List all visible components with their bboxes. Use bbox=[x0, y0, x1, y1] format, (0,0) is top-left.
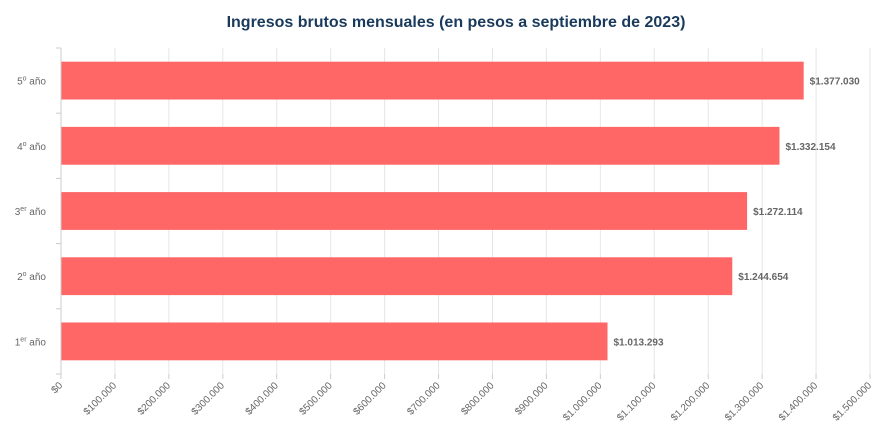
category-ordinal: er bbox=[20, 206, 27, 213]
x-tick-label: $1.400.000 bbox=[777, 380, 820, 423]
x-tick-label: $700.000 bbox=[405, 380, 443, 418]
data-label: $1.244.654 bbox=[738, 272, 788, 283]
category-ordinal: o bbox=[23, 271, 27, 278]
bar bbox=[61, 322, 608, 361]
bar bbox=[61, 192, 748, 230]
bars: $1.377.030 $1.332.154 $1.272.114 $1.244.654… bbox=[61, 61, 860, 361]
category-ordinal: o bbox=[23, 76, 27, 83]
x-tick-label: $800.000 bbox=[459, 380, 497, 418]
category-label: 1er año bbox=[15, 336, 47, 348]
x-tick-label: $100.000 bbox=[82, 380, 120, 418]
category-suffix: año bbox=[27, 77, 47, 88]
data-label: $1.013.293 bbox=[614, 337, 664, 348]
category-number: 1 bbox=[15, 337, 21, 348]
x-tick-label: $1.200.000 bbox=[669, 380, 712, 423]
data-label: $1.332.154 bbox=[785, 142, 835, 153]
x-tick-label: $1.300.000 bbox=[723, 380, 766, 423]
bar bbox=[61, 257, 733, 296]
data-label: $1.272.114 bbox=[753, 207, 803, 218]
category-label: 2o año bbox=[17, 271, 46, 283]
category-label: 4o año bbox=[17, 141, 46, 153]
x-tick-label: $400.000 bbox=[244, 380, 282, 418]
category-suffix: año bbox=[27, 207, 47, 218]
category-label: 3er año bbox=[15, 206, 47, 218]
category-label: 5o año bbox=[17, 76, 46, 88]
category-number: 2 bbox=[17, 272, 23, 283]
data-label: $1.377.030 bbox=[810, 77, 860, 88]
x-tick-label: $1.500.000 bbox=[831, 380, 874, 423]
axes: $0 $100.000 $200.000 $300.000 $400.000 $500.0… bbox=[15, 47, 874, 424]
category-suffix: año bbox=[27, 337, 47, 348]
x-tick-label: $300.000 bbox=[190, 380, 228, 418]
category-ordinal: o bbox=[23, 141, 27, 148]
chart-title: Ingresos brutos mensuales (en pesos a se… bbox=[227, 14, 686, 31]
category-number: 4 bbox=[17, 142, 23, 153]
category-ordinal: er bbox=[20, 336, 27, 343]
bar bbox=[61, 61, 804, 100]
category-number: 3 bbox=[15, 207, 21, 218]
category-suffix: año bbox=[27, 272, 47, 283]
x-tick-label: $600.000 bbox=[351, 380, 389, 418]
bar bbox=[61, 126, 780, 165]
x-tick-label: $1.000.000 bbox=[561, 380, 604, 423]
x-tick-label: $1.100.000 bbox=[615, 380, 658, 423]
category-suffix: año bbox=[27, 142, 47, 153]
x-tick-label: $0 bbox=[49, 380, 65, 396]
x-tick-label: $500.000 bbox=[298, 380, 336, 418]
category-number: 5 bbox=[17, 77, 23, 88]
x-tick-label: $900.000 bbox=[513, 380, 551, 418]
x-tick-label: $200.000 bbox=[136, 380, 174, 418]
